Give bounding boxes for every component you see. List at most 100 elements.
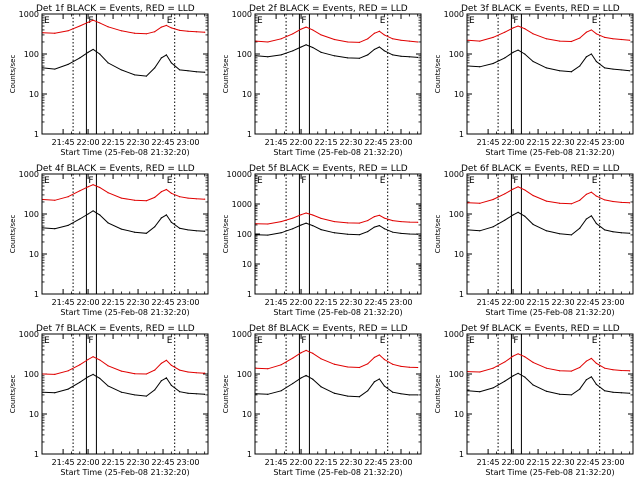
events-data-point: [170, 221, 172, 223]
events-data-point: [204, 71, 206, 73]
events-data-point: [467, 390, 469, 392]
plot-frame: [466, 173, 634, 295]
lld-data-point: [187, 30, 189, 32]
marker-label-f: F: [88, 336, 93, 346]
lld-data-point: [532, 33, 534, 35]
events-data-point: [590, 53, 592, 55]
events-data-point: [347, 395, 349, 397]
lld-data-point: [559, 370, 561, 372]
plot-frame: [41, 173, 209, 295]
events-data-point: [629, 70, 631, 72]
lld-data-point: [467, 202, 469, 204]
x-tick-label: 22:00: [290, 138, 313, 147]
x-tick-label: 22:30: [340, 298, 363, 307]
lld-data-point: [383, 358, 385, 361]
events-data-point: [107, 385, 109, 387]
events-data-point: [559, 233, 561, 235]
events-data-point: [532, 60, 534, 63]
lld-data-point: [300, 352, 302, 354]
events-data-point: [160, 217, 162, 219]
lld-data-point: [392, 38, 394, 40]
events-series-line: [255, 222, 418, 236]
lld-data-point: [312, 214, 314, 216]
events-data-point: [333, 232, 335, 234]
events-data-point: [595, 222, 597, 225]
events-data-point: [559, 70, 561, 72]
lld-data-point: [87, 21, 89, 23]
lld-data-point: [120, 30, 122, 32]
x-tick-label: 22:00: [502, 458, 525, 467]
x-tick-label: 22:15: [315, 298, 338, 307]
events-data-point: [99, 377, 101, 379]
lld-data-point: [392, 219, 394, 222]
x-tick-label: 22:45: [365, 138, 388, 147]
x-tick-label: 22:30: [552, 298, 575, 307]
lld-data-point: [305, 212, 307, 214]
events-data-point: [612, 391, 614, 393]
events-data-point: [42, 67, 44, 69]
events-data-point: [595, 60, 597, 63]
x-tick-label: 22:45: [365, 458, 388, 467]
marker-label-e: E: [257, 176, 263, 186]
events-data-point: [267, 234, 269, 236]
lld-series-line: [467, 186, 630, 205]
events-data-point: [479, 391, 481, 393]
y-tick-label: 1000: [444, 170, 464, 179]
events-data-point: [358, 234, 360, 236]
events-data-point: [559, 393, 561, 395]
events-data-point: [492, 387, 494, 389]
lld-data-point: [54, 373, 56, 375]
events-data-point: [629, 392, 631, 394]
lld-data-point: [400, 365, 402, 367]
y-tick-label: 1: [247, 450, 252, 459]
lld-data-point: [67, 370, 69, 372]
y-tick-label: 1000: [19, 10, 39, 19]
lld-data-point: [604, 367, 606, 369]
events-data-point: [280, 54, 282, 56]
x-tick-label: 22:15: [527, 138, 550, 147]
lld-data-point: [195, 31, 197, 33]
plot-frame: [254, 13, 422, 135]
marker-label-e: E: [167, 176, 173, 186]
events-data-point: [545, 230, 547, 232]
events-data-point: [512, 51, 514, 53]
events-data-point: [300, 224, 302, 226]
x-axis-label: Start Time (25-Feb-08 21:32:20): [485, 468, 614, 477]
events-data-point: [620, 69, 622, 71]
marker-label-e: E: [167, 16, 173, 26]
lld-data-point: [570, 370, 572, 372]
x-tick-label: 22:15: [315, 458, 338, 467]
lld-data-point: [267, 223, 269, 225]
lld-data-point: [378, 30, 380, 32]
lld-data-point: [187, 197, 189, 199]
y-tick-label: 1: [459, 290, 464, 299]
events-data-point: [92, 48, 94, 51]
y-tick-label: 10: [242, 410, 252, 419]
plot-frame: [41, 333, 209, 455]
x-tick-label: 22:45: [152, 458, 175, 467]
events-data-point: [195, 230, 197, 232]
lld-data-point: [165, 359, 167, 361]
events-data-point: [165, 54, 167, 56]
events-data-point: [292, 382, 294, 385]
lld-data-point: [467, 39, 469, 41]
events-data-point: [79, 218, 81, 220]
lld-data-point: [400, 220, 402, 223]
events-data-point: [467, 65, 469, 67]
lld-data-point: [629, 370, 631, 372]
events-data-point: [87, 376, 89, 378]
marker-label-e: E: [44, 16, 50, 26]
events-data-point: [479, 66, 481, 68]
events-data-point: [160, 57, 162, 59]
events-data-point: [545, 67, 547, 69]
marker-label-f: F: [88, 176, 93, 186]
lld-data-point: [54, 199, 56, 201]
x-tick-label: 23:00: [601, 138, 624, 147]
lld-data-point: [504, 193, 506, 195]
lld-data-point: [79, 25, 81, 27]
events-data-point: [620, 232, 622, 234]
lld-data-point: [187, 371, 189, 373]
events-data-point: [367, 54, 369, 56]
x-tick-label: 23:00: [176, 138, 199, 147]
events-data-point: [517, 372, 519, 374]
